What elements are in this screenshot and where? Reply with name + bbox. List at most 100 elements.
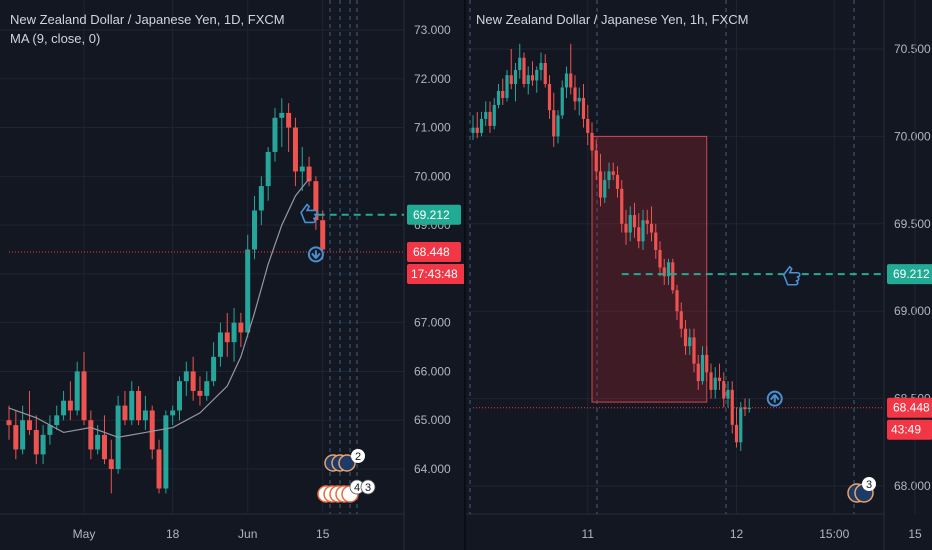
- candle-body: [479, 118, 484, 133]
- candle-body: [26, 420, 32, 430]
- candle-body: [560, 87, 564, 116]
- candle: [581, 83, 586, 128]
- candle-body: [543, 62, 547, 84]
- candle-body: [726, 389, 730, 399]
- candle: [81, 351, 87, 426]
- candle-body: [713, 377, 717, 390]
- rectangle-drawing: [591, 135, 708, 403]
- candle: [709, 363, 713, 399]
- candle: [299, 147, 305, 191]
- bar-countdown: 43:49: [891, 423, 921, 437]
- candle: [679, 302, 683, 338]
- candle-body: [577, 97, 581, 102]
- candle: [666, 258, 671, 285]
- chart-right-canvas[interactable]: 70.50070.00069.50069.00068.50068.0001112…: [466, 0, 932, 550]
- candle: [722, 372, 726, 408]
- candle-body: [170, 410, 176, 416]
- candle-body: [306, 166, 312, 182]
- chart-background: [0, 0, 464, 550]
- chart-right-legend: New Zealand Dollar / Japanese Yen, 1h, F…: [476, 10, 748, 29]
- candle-body: [217, 332, 223, 357]
- candle-body: [88, 420, 94, 450]
- candle-body: [40, 434, 46, 455]
- candle: [26, 390, 32, 435]
- candle: [569, 43, 573, 95]
- candle: [6, 405, 12, 440]
- candle: [170, 405, 176, 426]
- event-count-bg: [360, 479, 376, 495]
- candle: [743, 398, 747, 417]
- chart-panel-left[interactable]: 73.00072.00071.00070.00069.00068.00067.0…: [0, 0, 464, 550]
- candle-body: [101, 434, 107, 460]
- candle-body: [624, 223, 628, 233]
- candle: [564, 66, 569, 98]
- candle-body: [211, 356, 217, 382]
- candle-body: [163, 415, 169, 489]
- candle: [101, 415, 107, 465]
- candle-body: [654, 232, 658, 251]
- candle-body: [705, 354, 709, 373]
- event-count-bg: [351, 449, 365, 463]
- x-tick-label: Jun: [238, 527, 257, 541]
- chart-right-title[interactable]: New Zealand Dollar / Japanese Yen, 1h, F…: [476, 12, 749, 27]
- candle: [286, 103, 292, 152]
- hand-pointer-icon: [782, 265, 801, 286]
- chart-panel-right[interactable]: 70.50070.00069.50069.00068.50068.0001112…: [466, 0, 932, 550]
- countdown-bg: [407, 264, 464, 285]
- candle-body: [586, 118, 590, 133]
- candle-body: [501, 90, 505, 98]
- candle: [713, 367, 717, 399]
- candle-body: [722, 381, 726, 399]
- price-label: 68.448: [893, 401, 930, 415]
- candle: [662, 258, 666, 285]
- candle-body: [238, 322, 244, 333]
- candle-body: [607, 171, 611, 181]
- candle-body: [611, 171, 615, 175]
- candle: [183, 361, 189, 396]
- candle-body: [598, 171, 603, 198]
- candle: [136, 386, 142, 426]
- chart-left-indicator[interactable]: MA (9, close, 0): [10, 31, 101, 46]
- candle-body: [573, 87, 577, 102]
- candle-body: [61, 400, 67, 416]
- candle: [238, 312, 244, 348]
- candle-body: [136, 390, 142, 421]
- candle-body: [530, 75, 535, 81]
- price-label-bg: [887, 264, 932, 285]
- candle-body: [252, 210, 258, 250]
- chart-left-canvas[interactable]: 73.00072.00071.00070.00069.00068.00067.0…: [0, 0, 464, 550]
- x-tick-label: 15: [908, 527, 922, 541]
- candle-body: [122, 405, 128, 421]
- candle-body: [197, 390, 203, 396]
- y-tick-label: 68.000: [894, 479, 931, 493]
- candle: [620, 180, 624, 233]
- candle-body: [13, 425, 19, 450]
- candle: [696, 354, 700, 390]
- candle: [624, 209, 628, 245]
- candle: [224, 312, 230, 357]
- candle-body: [156, 449, 162, 489]
- candle: [13, 410, 19, 460]
- candle-body: [6, 420, 12, 426]
- pane-divider[interactable]: [464, 0, 466, 550]
- candle: [654, 223, 658, 259]
- candle-body: [603, 180, 607, 198]
- candle: [177, 376, 182, 421]
- candle: [603, 171, 607, 203]
- candle-body: [709, 372, 713, 390]
- candle-body: [67, 400, 73, 411]
- candle-body: [149, 410, 155, 450]
- candle-body: [299, 166, 305, 172]
- candle: [692, 328, 696, 373]
- candle: [671, 258, 675, 294]
- candle: [40, 425, 46, 465]
- candle-body: [258, 186, 264, 211]
- chart-left-title[interactable]: New Zealand Dollar / Japanese Yen, 1D, F…: [10, 12, 285, 27]
- candle: [705, 346, 709, 382]
- candle-body: [675, 290, 679, 312]
- candle-body: [518, 57, 522, 70]
- candle: [509, 49, 513, 90]
- candle: [54, 405, 60, 430]
- candle-body: [556, 115, 560, 137]
